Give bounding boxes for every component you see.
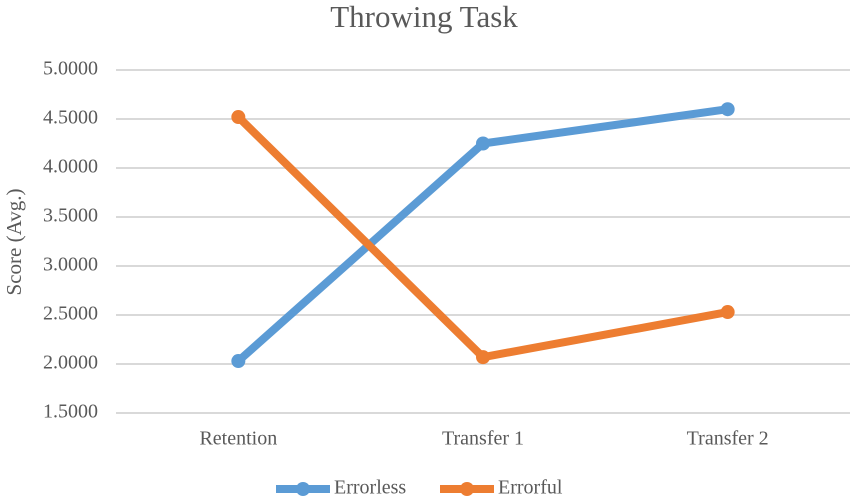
x-tick-label: Retention — [199, 428, 277, 450]
series-line — [235, 114, 729, 362]
y-tick-label: 3.0000 — [43, 254, 98, 276]
legend-label: Errorful — [498, 477, 563, 499]
y-tick-label: 2.5000 — [43, 303, 98, 325]
x-tick-label: Transfer 2 — [687, 428, 769, 450]
y-tick-label: 5.0000 — [43, 58, 98, 80]
legend-label: Errorless — [334, 477, 406, 499]
y-tick-label: 4.0000 — [43, 156, 98, 178]
y-tick-label: 2.0000 — [43, 352, 98, 374]
data-point — [476, 136, 490, 151]
data-point — [720, 102, 735, 117]
x-tick-label: Transfer 1 — [442, 428, 524, 450]
data-point — [231, 110, 246, 125]
data-point — [476, 350, 490, 365]
y-tick-label: 3.5000 — [43, 205, 98, 227]
y-tick-label: 4.5000 — [43, 107, 98, 129]
legend-marker — [296, 482, 310, 496]
legend-marker — [460, 482, 474, 496]
chart-title: Throwing Task — [330, 0, 518, 34]
y-tick-label: 1.5000 — [43, 401, 98, 423]
data-point — [720, 305, 735, 320]
y-axis-title: Score (Avg.) — [2, 189, 26, 296]
data-point — [231, 354, 246, 369]
